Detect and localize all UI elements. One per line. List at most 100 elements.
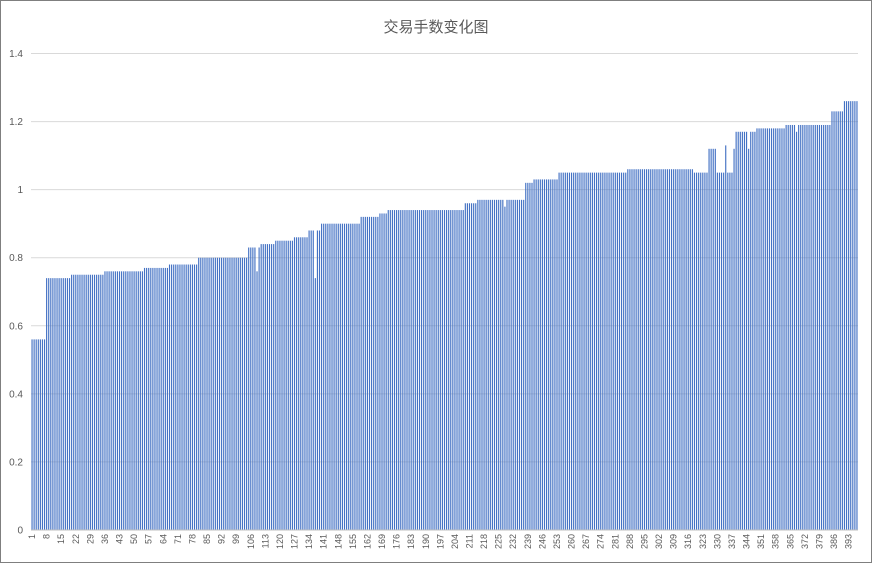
bar [610, 172, 612, 530]
bar [571, 172, 573, 530]
bar [141, 271, 144, 530]
bar [256, 271, 258, 530]
bar [308, 230, 310, 531]
x-tick-label: 29 [85, 534, 95, 544]
bar [773, 128, 775, 530]
bar [325, 223, 327, 530]
bar [131, 271, 133, 530]
bar [58, 278, 60, 530]
bar [608, 172, 610, 530]
bar [331, 223, 333, 530]
bar [60, 278, 62, 530]
bar [337, 223, 339, 530]
bar [541, 179, 543, 530]
bar [33, 339, 35, 530]
bar [248, 247, 250, 530]
x-tick-label: 260 [567, 534, 577, 549]
x-axis-ticks: 1 8 15 22 29 36 43 50 57 64 71 78 85 92 99 106 113 120 127… [27, 534, 854, 549]
bar [150, 267, 152, 530]
bar [425, 210, 427, 530]
bar [110, 271, 112, 530]
bar [468, 203, 471, 530]
bar [62, 278, 64, 530]
bar [260, 244, 262, 530]
bar [333, 223, 335, 530]
chart-title: 交易手数变化图 [383, 18, 489, 36]
bar [400, 210, 402, 530]
bar [656, 169, 658, 530]
bar [379, 213, 381, 530]
bar [216, 257, 219, 530]
bar [812, 124, 814, 530]
bar [56, 278, 58, 530]
bar [266, 244, 269, 530]
x-tick-label: 8 [42, 534, 52, 539]
bar [766, 128, 768, 530]
bar [154, 267, 156, 530]
bar [346, 223, 348, 530]
bar [350, 223, 352, 530]
bar [73, 274, 75, 530]
bar [250, 247, 252, 530]
bar [277, 240, 279, 530]
bars [31, 101, 858, 531]
bar [271, 244, 273, 530]
bar [568, 172, 571, 530]
x-tick-label: 162 [362, 534, 372, 549]
bar [762, 128, 764, 530]
bar [616, 172, 618, 530]
bar [398, 210, 400, 530]
bar [64, 278, 66, 530]
bar [660, 169, 662, 530]
bar [293, 237, 296, 531]
bar [479, 199, 481, 530]
bar [643, 169, 646, 530]
bar [168, 264, 171, 530]
bar [514, 199, 516, 530]
bar [287, 240, 289, 530]
x-tick-label: 141 [319, 534, 329, 549]
x-tick-label: 106 [246, 534, 256, 549]
bar [710, 148, 712, 531]
bar [802, 124, 804, 530]
bar [691, 169, 693, 530]
bar [427, 210, 429, 530]
bar [783, 128, 785, 530]
x-tick-label: 323 [698, 534, 708, 549]
bar [212, 257, 214, 530]
bar [504, 206, 506, 530]
bar [600, 172, 602, 530]
x-tick-label: 197 [435, 534, 445, 549]
bar [391, 210, 393, 530]
bar [437, 210, 439, 530]
bar [200, 257, 202, 530]
bar [387, 210, 389, 530]
x-tick-label: 99 [231, 534, 241, 544]
bar [652, 169, 654, 530]
bar [645, 169, 648, 530]
bar [310, 230, 312, 531]
bar [191, 264, 194, 530]
bar [831, 111, 833, 531]
bar [354, 223, 356, 530]
x-tick-label: 309 [669, 534, 679, 549]
bar [50, 278, 52, 530]
bar [820, 124, 823, 530]
bar [85, 274, 87, 530]
bar [850, 101, 852, 531]
bar [143, 267, 146, 530]
bar [81, 274, 83, 530]
bar [79, 274, 81, 530]
bar [508, 199, 510, 530]
bar [625, 172, 627, 530]
bar [160, 267, 162, 530]
bar [371, 216, 373, 530]
x-tick-label: 379 [814, 534, 824, 549]
bar [583, 172, 585, 530]
bar [612, 172, 614, 530]
bar [312, 230, 314, 531]
bar [137, 271, 139, 530]
bar [579, 172, 581, 530]
bar [258, 247, 260, 530]
bar [75, 274, 77, 530]
